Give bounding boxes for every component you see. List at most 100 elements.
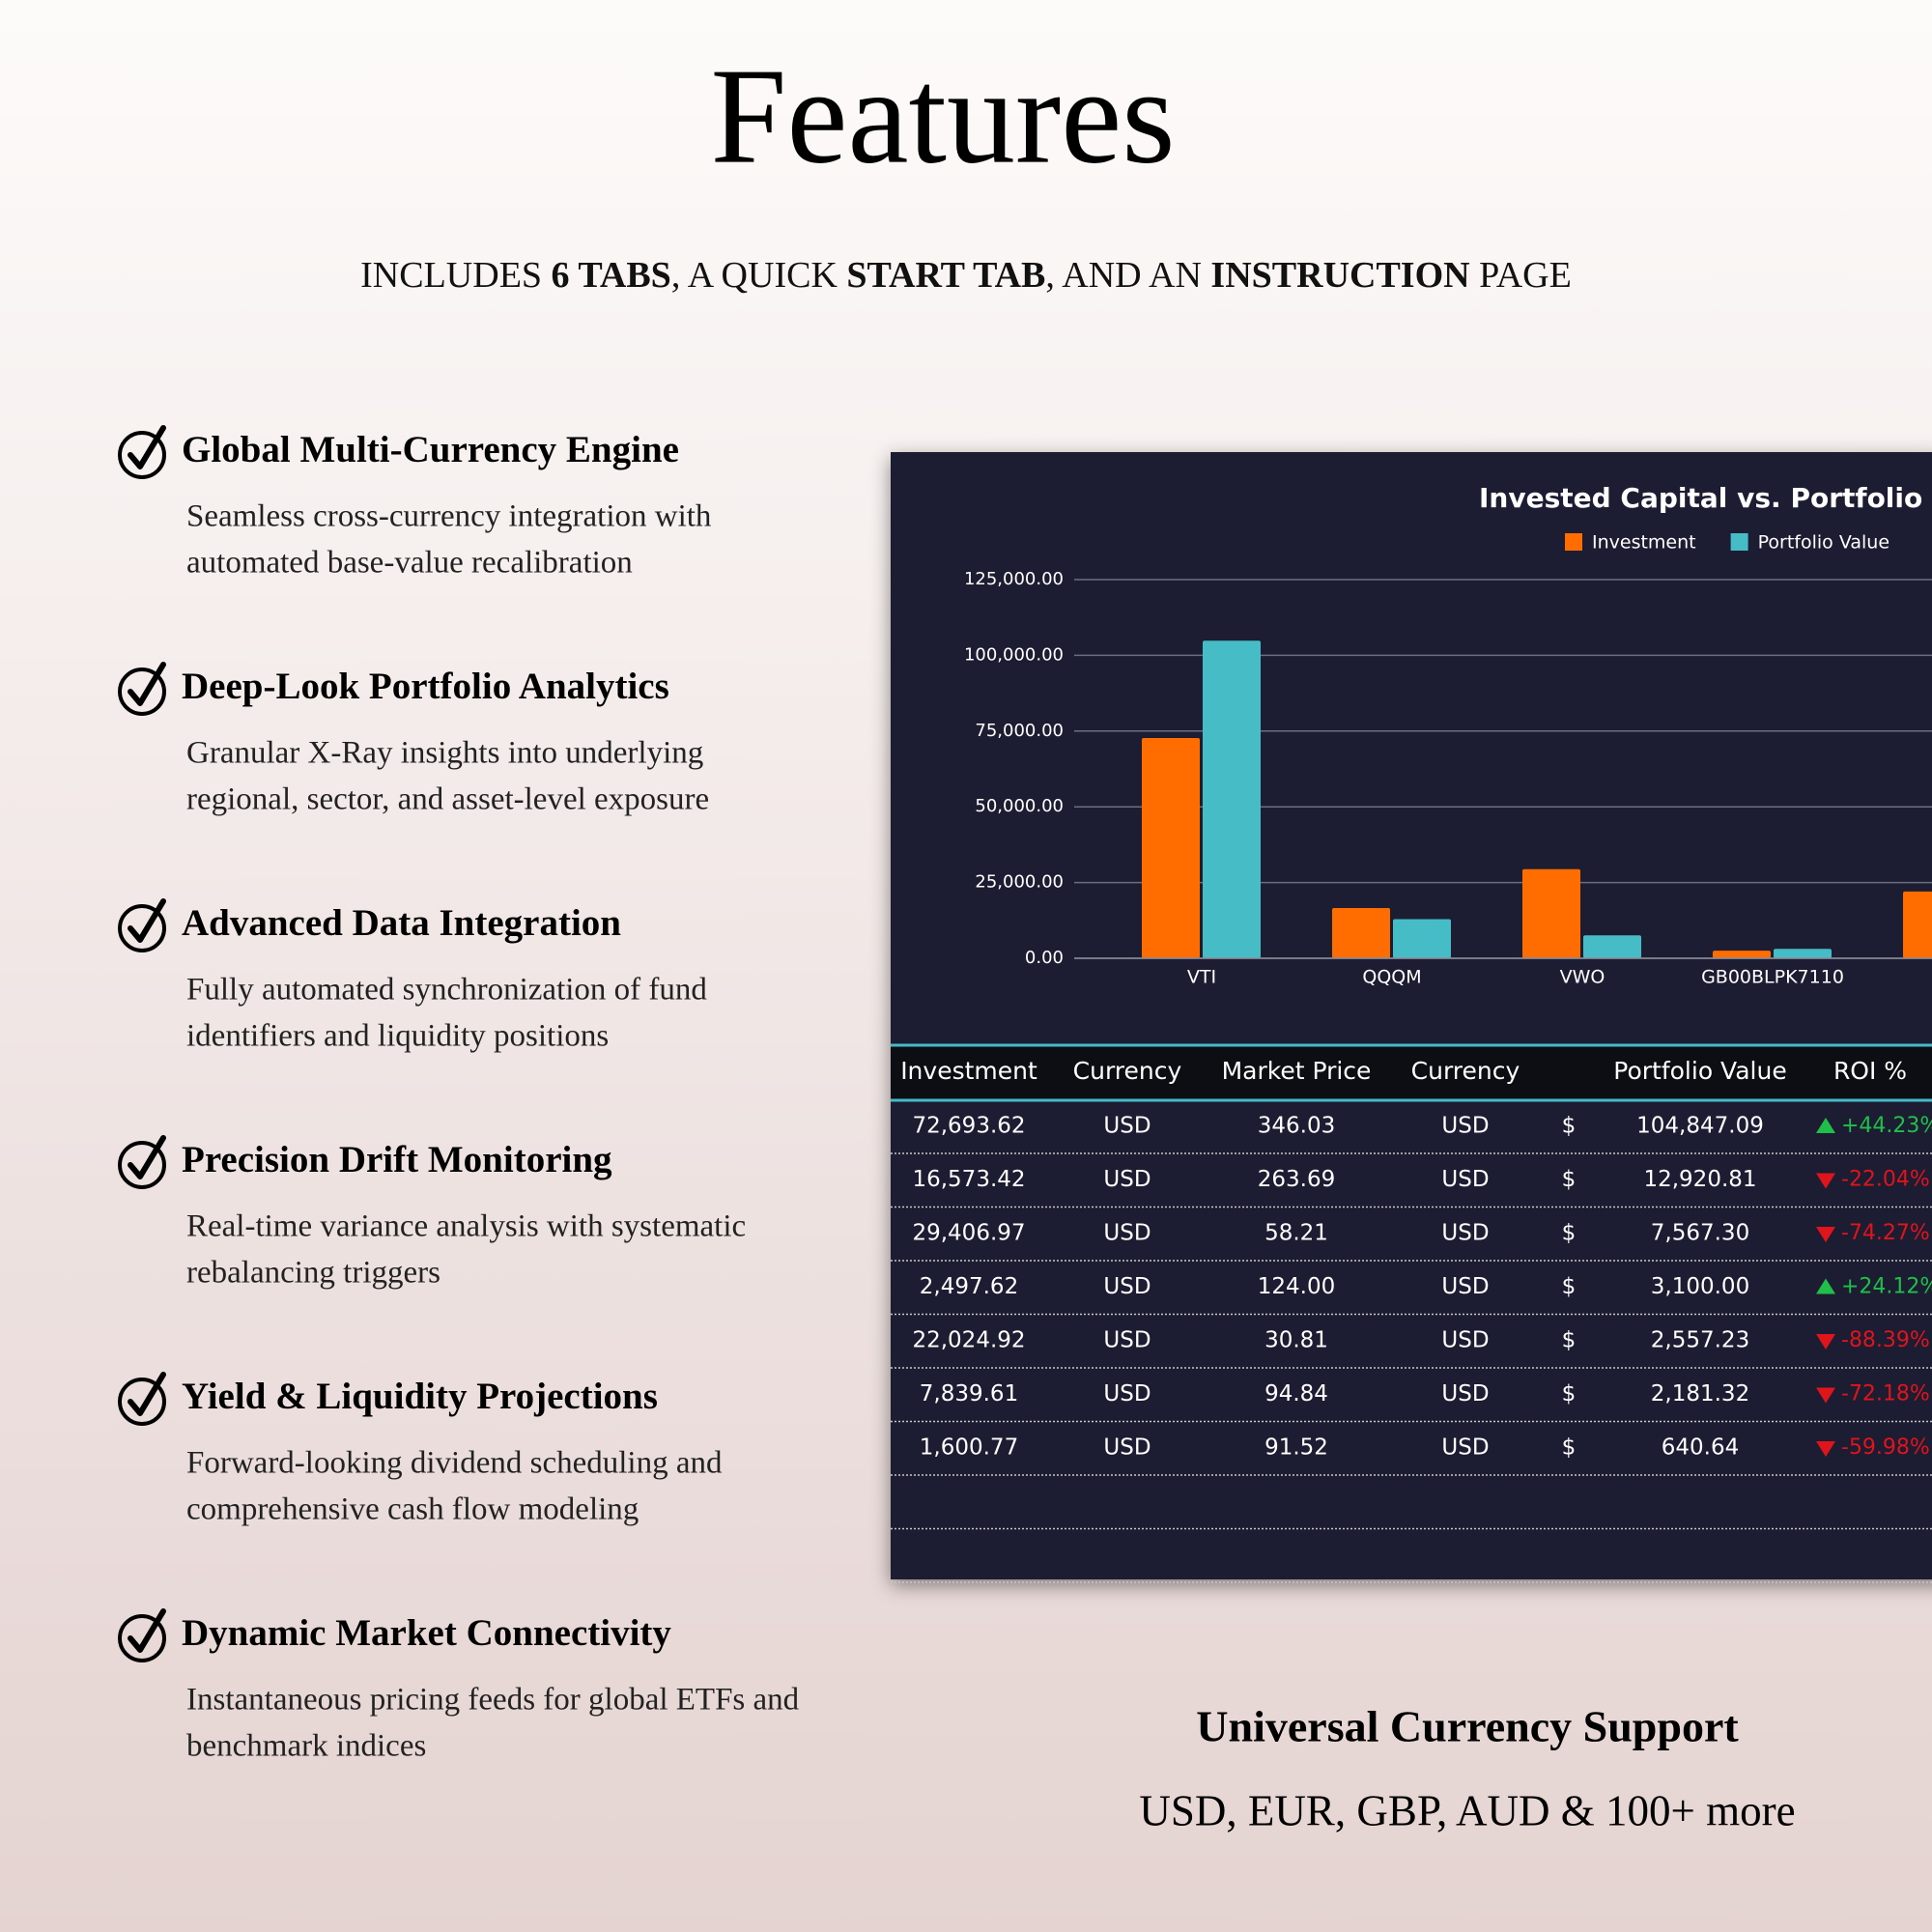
- table-cell: USD: [1441, 1381, 1489, 1406]
- subtitle-part: , A QUICK: [671, 255, 847, 296]
- y-tick-label: 50,000.00: [975, 796, 1064, 816]
- bar: [1332, 908, 1390, 958]
- bar: [1583, 935, 1641, 958]
- subtitle-part: START TAB: [846, 255, 1045, 296]
- arrow-down: [1816, 1441, 1835, 1457]
- feature-icon: [118, 1135, 166, 1189]
- table-cell: $: [1562, 1435, 1577, 1461]
- subtitle-part: , AND AN: [1045, 255, 1210, 296]
- feature-description: benchmark indices: [186, 1729, 426, 1764]
- table-cell: USD: [1103, 1114, 1151, 1139]
- arrow-up: [1816, 1278, 1835, 1294]
- table-cell: $: [1562, 1328, 1577, 1353]
- arrow-down: [1816, 1227, 1835, 1242]
- legend-label: Portfolio Value: [1758, 532, 1889, 554]
- x-tick-label: VWO: [1560, 967, 1605, 988]
- bar: [1203, 640, 1261, 958]
- table-cell: USD: [1441, 1328, 1489, 1353]
- check-mark: [128, 1608, 166, 1653]
- table-cell: USD: [1441, 1114, 1489, 1139]
- feature-icon: [118, 662, 166, 716]
- check-mark: [128, 662, 166, 706]
- table-header: Currency: [1411, 1057, 1520, 1085]
- feature-icon: [118, 1608, 166, 1662]
- table-cell: 7,567.30: [1651, 1221, 1749, 1246]
- table-cell: 16,573.42: [912, 1167, 1025, 1192]
- table-header: Market Price: [1222, 1057, 1372, 1085]
- table-cell: 94.84: [1264, 1381, 1328, 1406]
- page-title: Features: [710, 40, 1175, 192]
- check-circle: [118, 1141, 166, 1189]
- table-cell: $: [1562, 1221, 1577, 1246]
- footer-title: Universal Currency Support: [1196, 1702, 1739, 1751]
- bar: [1713, 951, 1771, 958]
- legend-swatch: [1565, 533, 1582, 551]
- subtitle-part: PAGE: [1470, 255, 1572, 296]
- feature-description: identifiers and liquidity positions: [186, 1019, 609, 1054]
- table-cell: 29,406.97: [912, 1221, 1025, 1246]
- feature-title: Yield & Liquidity Projections: [182, 1376, 658, 1417]
- table-cell: USD: [1103, 1328, 1151, 1353]
- feature-title: Precision Drift Monitoring: [182, 1139, 612, 1180]
- table-cell: 30.81: [1264, 1328, 1328, 1353]
- bar: [1903, 891, 1932, 958]
- table-header: Investment: [900, 1057, 1037, 1085]
- roi-cell: +24.12%: [1841, 1275, 1932, 1299]
- feature-icon: [118, 1372, 166, 1426]
- bar: [1522, 868, 1580, 958]
- bar: [1393, 919, 1451, 958]
- x-tick-label: VTI: [1187, 967, 1216, 988]
- check-mark: [128, 898, 166, 943]
- table-cell: 2,497.62: [920, 1274, 1018, 1299]
- table-header: ROI %: [1833, 1057, 1907, 1085]
- check-circle: [118, 431, 166, 479]
- feature-description: Forward-looking dividend scheduling and: [186, 1446, 723, 1481]
- check-mark: [128, 425, 166, 469]
- table-cell: 263.69: [1258, 1167, 1335, 1192]
- feature-title: Global Multi-Currency Engine: [182, 429, 679, 470]
- subtitle-part: INSTRUCTION: [1210, 255, 1469, 296]
- feature-description: rebalancing triggers: [186, 1256, 440, 1291]
- check-mark: [128, 1372, 166, 1416]
- check-circle: [118, 904, 166, 952]
- roi-cell: +44.23%: [1841, 1114, 1932, 1138]
- y-tick-label: 100,000.00: [964, 644, 1064, 665]
- table-cell: $: [1562, 1381, 1577, 1406]
- y-tick-label: 125,000.00: [964, 569, 1064, 589]
- y-tick-label: 75,000.00: [975, 721, 1064, 741]
- x-tick-label: QQQM: [1362, 967, 1421, 988]
- legend-label: Investment: [1592, 532, 1696, 554]
- table-header-bg: [891, 1045, 1932, 1100]
- table-cell: 124.00: [1258, 1274, 1335, 1299]
- feature-description: comprehensive cash flow modeling: [186, 1492, 639, 1527]
- feature-title: Deep-Look Portfolio Analytics: [182, 666, 669, 707]
- table-cell: $: [1562, 1167, 1577, 1192]
- table-cell: $: [1562, 1274, 1577, 1299]
- table-header: Currency: [1073, 1057, 1182, 1085]
- table-cell: 104,847.09: [1636, 1114, 1764, 1139]
- table-cell: USD: [1103, 1274, 1151, 1299]
- table-cell: USD: [1441, 1435, 1489, 1461]
- table-cell: USD: [1103, 1435, 1151, 1461]
- table-cell: USD: [1441, 1167, 1489, 1192]
- roi-cell: -72.18%: [1841, 1382, 1930, 1406]
- table-cell: USD: [1103, 1167, 1151, 1192]
- feature-description: Granular X-Ray insights into underlying: [186, 736, 703, 771]
- dashboard-panel: [891, 452, 1932, 1579]
- table-cell: 2,181.32: [1651, 1381, 1749, 1406]
- arrow-down: [1816, 1334, 1835, 1350]
- feature-description: automated base-value recalibration: [186, 546, 633, 581]
- table-cell: 58.21: [1264, 1221, 1328, 1246]
- feature-description: Seamless cross-currency integration with: [186, 499, 712, 534]
- check-circle: [118, 1378, 166, 1426]
- feature-title: Advanced Data Integration: [182, 902, 621, 944]
- feature-icon: [118, 425, 166, 479]
- table-cell: 12,920.81: [1643, 1167, 1756, 1192]
- feature-title: Dynamic Market Connectivity: [182, 1612, 671, 1654]
- check-circle: [118, 668, 166, 716]
- y-tick-label: 25,000.00: [975, 872, 1064, 893]
- table-cell: 91.52: [1264, 1435, 1328, 1461]
- feature-description: Instantaneous pricing feeds for global E…: [186, 1683, 800, 1718]
